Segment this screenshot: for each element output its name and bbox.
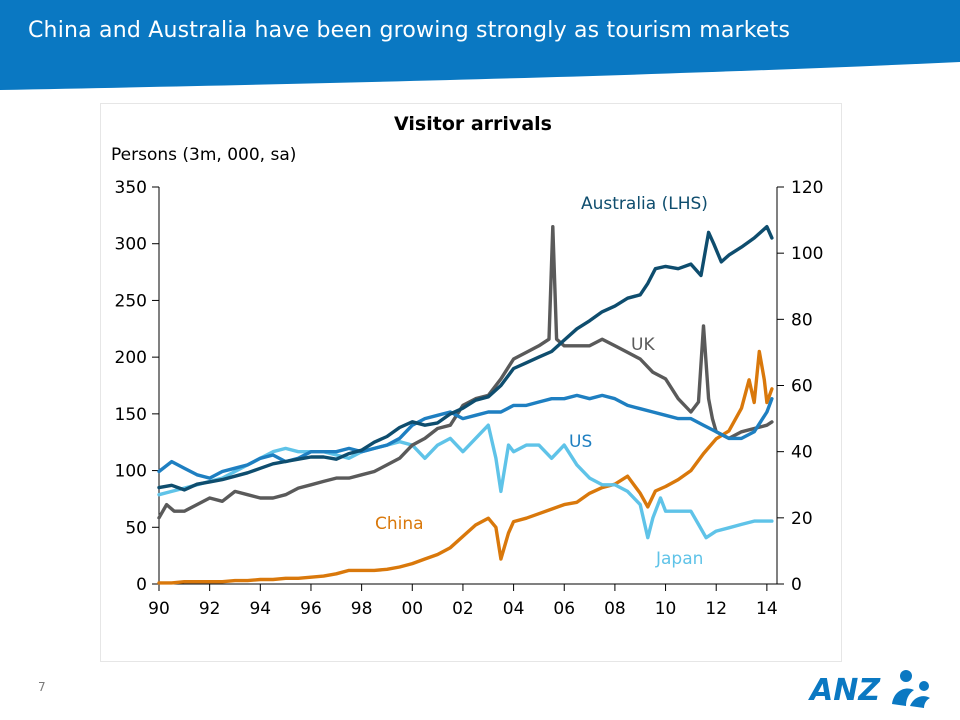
y-left-tick-label: 250 xyxy=(115,291,147,311)
y-right-tick-label: 80 xyxy=(791,310,813,330)
series-line-china xyxy=(157,349,774,585)
chart-title: Visitor arrivals xyxy=(394,113,552,135)
x-tick-label: 14 xyxy=(756,599,778,619)
y-right-tick-label: 100 xyxy=(791,244,823,264)
y-left-tick-label: 150 xyxy=(115,405,147,425)
x-tick-label: 10 xyxy=(655,599,677,619)
banner-shape xyxy=(0,0,960,90)
anz-logo-text: ANZ xyxy=(808,673,881,708)
x-tick-label: 02 xyxy=(452,599,474,619)
series-line-japan xyxy=(157,423,774,540)
series-line-australia-lhs xyxy=(157,225,774,492)
series-label-japan: Japan xyxy=(655,549,703,569)
anz-logo: ANZ xyxy=(808,670,930,708)
y-right-tick-label: 20 xyxy=(791,509,813,529)
series-annotations: Australia (LHS) UK US China Japan xyxy=(375,194,708,569)
x-tick-label: 90 xyxy=(148,599,170,619)
y-right-tick-label: 0 xyxy=(791,575,802,595)
y-right-tick-label: 60 xyxy=(791,377,813,397)
y-right-tick-label: 120 xyxy=(791,178,823,198)
y-axis-label-left: Persons (3m, 000, sa) xyxy=(111,145,296,165)
series-label-china: China xyxy=(375,514,424,534)
series-label-us: US xyxy=(569,432,592,452)
visitor-arrivals-chart: Visitor arrivals Persons (3m, 000, sa) 0… xyxy=(111,113,824,619)
series-line-us xyxy=(157,393,774,480)
series-group xyxy=(157,225,774,585)
x-tick-label: 06 xyxy=(553,599,575,619)
x-tick-label: 92 xyxy=(199,599,221,619)
x-tick-label: 08 xyxy=(604,599,626,619)
title-banner xyxy=(0,0,960,90)
x-tick-label: 98 xyxy=(351,599,373,619)
x-tick-label: 96 xyxy=(300,599,322,619)
y-left-tick-label: 350 xyxy=(115,178,147,198)
x-tick-label: 12 xyxy=(705,599,727,619)
slide-title: China and Australia have been growing st… xyxy=(28,18,791,43)
x-tick-label: 94 xyxy=(249,599,271,619)
series-label-uk: UK xyxy=(631,335,655,355)
x-tick-label: 04 xyxy=(503,599,525,619)
y-left-tick-label: 200 xyxy=(115,348,147,368)
chart-panel: Visitor arrivals Persons (3m, 000, sa) 0… xyxy=(100,103,842,662)
y-left-tick-label: 0 xyxy=(136,575,147,595)
page-number: 7 xyxy=(38,680,46,694)
series-label-australia-lhs: Australia (LHS) xyxy=(581,194,708,214)
series-line-uk xyxy=(157,225,774,520)
y-left-tick-label: 100 xyxy=(115,462,147,482)
y-left-tick-label: 300 xyxy=(115,235,147,255)
y-left-tick-label: 50 xyxy=(125,518,147,538)
anz-people-icon xyxy=(892,670,930,708)
x-tick-label: 00 xyxy=(401,599,423,619)
y-right-tick-label: 40 xyxy=(791,443,813,463)
